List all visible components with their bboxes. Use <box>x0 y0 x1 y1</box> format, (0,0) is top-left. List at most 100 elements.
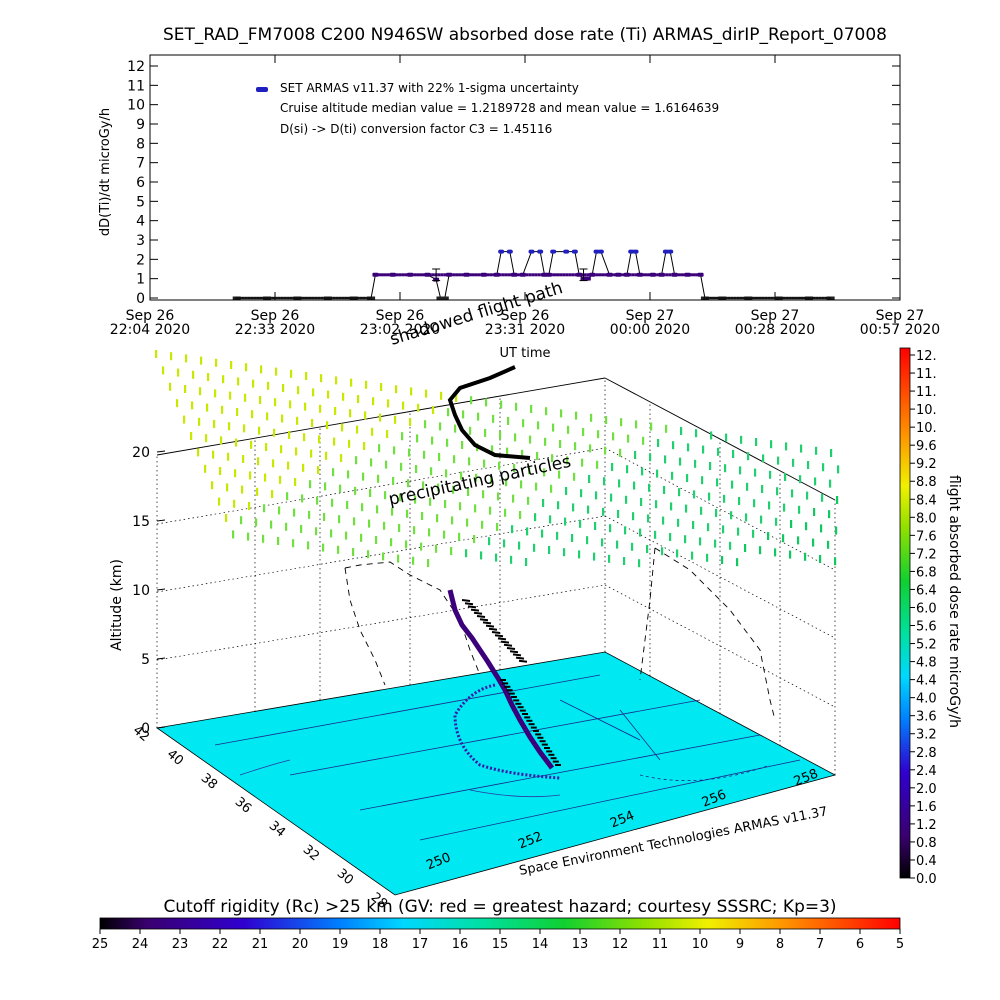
particle-marker <box>348 439 351 448</box>
particle-marker <box>520 480 523 489</box>
particle-marker <box>595 491 598 500</box>
box-grid <box>156 378 836 775</box>
bottom-colorbar-ticks: 25 24 23 22 21 20 19 18 17 16 15 14 13 12 11 10 9 8 7 6 5 <box>92 929 904 952</box>
particle-marker <box>251 410 254 419</box>
particle-marker <box>360 533 363 542</box>
particle-marker <box>423 450 426 459</box>
particle-marker <box>566 456 569 465</box>
particle-marker <box>219 467 222 475</box>
flight-trace-tick <box>479 618 489 622</box>
particle-marker <box>533 543 536 552</box>
particle-marker <box>241 485 244 494</box>
bottom-tick-label: 15 <box>492 937 509 952</box>
dose-point-dense-zero <box>286 296 290 300</box>
particle-marker <box>739 466 742 475</box>
dose-point-dense-zero <box>794 296 798 300</box>
particle-marker <box>498 461 501 470</box>
particle-marker <box>746 482 749 491</box>
flight-trace-tick <box>473 611 483 615</box>
particle-marker <box>256 487 259 496</box>
particle-marker <box>485 398 488 407</box>
particle-marker <box>327 390 330 399</box>
particle-marker <box>687 443 690 452</box>
particle-marker <box>226 483 229 492</box>
particle-marker <box>755 438 758 446</box>
particle-marker <box>579 519 582 528</box>
particle-marker <box>466 518 469 527</box>
x-tick-label-time: 23:31 2020 <box>485 322 565 338</box>
particle-marker <box>784 473 787 481</box>
lat-tick-label: 40 <box>164 747 186 769</box>
dose-point-dense <box>492 273 496 277</box>
dose-point-dense <box>671 273 675 277</box>
particle-marker <box>350 378 353 387</box>
dose-point-dense-zero <box>262 296 266 300</box>
particle-marker <box>588 475 591 483</box>
particle-marker <box>635 420 638 429</box>
right-tick-label: 11. <box>916 385 937 400</box>
particle-marker <box>512 494 515 503</box>
particle-marker <box>747 452 750 461</box>
z-tick-label: 15 <box>132 514 150 530</box>
x-tick-label-date: Sep 26 <box>251 308 300 324</box>
particle-marker <box>380 383 383 391</box>
particle-marker <box>507 417 510 425</box>
dose-point-dense <box>422 273 426 277</box>
dose-point-dense-zero <box>733 296 737 300</box>
particle-marker <box>205 434 208 443</box>
particle-marker <box>236 408 239 416</box>
particle-marker <box>744 544 747 552</box>
particle-marker <box>183 415 186 424</box>
particle-marker <box>518 541 521 550</box>
particle-marker <box>535 482 538 491</box>
dose-point-dense <box>498 273 502 277</box>
particle-marker <box>260 365 263 374</box>
dose-point-dense-zero <box>268 296 272 300</box>
dose-point-high <box>528 249 535 254</box>
particle-marker <box>768 501 771 510</box>
particle-marker <box>662 516 665 525</box>
particle-marker <box>454 424 457 433</box>
particle-marker <box>337 545 340 554</box>
particle-marker <box>184 385 187 393</box>
flight-trace-tick <box>509 650 519 654</box>
particle-marker <box>835 526 838 535</box>
right-tick-label: 6.8 <box>916 565 937 580</box>
dose-point-dense <box>653 273 657 277</box>
particle-marker <box>303 433 306 442</box>
particle-marker <box>482 490 485 499</box>
particle-marker <box>700 506 703 515</box>
dose-point-dense <box>650 273 654 277</box>
dose-point-dense-zero <box>338 296 342 300</box>
y-tick-label: 9 <box>136 117 145 133</box>
z-tick-mark <box>156 657 166 660</box>
particle-marker <box>774 548 777 557</box>
particle-marker <box>285 522 288 531</box>
dose-point-dense <box>692 273 696 277</box>
particle-marker <box>514 433 517 442</box>
dose-point-dense-zero <box>289 296 293 300</box>
dose-point-dense <box>528 273 532 277</box>
lat-tick-label: 30 <box>334 866 356 888</box>
dose-point-dense-zero <box>800 296 804 300</box>
particle-marker <box>725 433 728 442</box>
particle-marker <box>310 449 313 458</box>
bottom-colorbar-label: Cutoff rigidity (Rc) >25 km (GV: red = g… <box>163 897 836 917</box>
particle-marker <box>295 447 298 456</box>
particle-marker <box>608 554 611 563</box>
dose-point-dense <box>468 273 472 277</box>
dose-point-high <box>662 249 669 254</box>
dose-point-dense <box>680 273 684 277</box>
particle-marker <box>214 389 217 398</box>
dose-point-dense-zero <box>356 296 360 300</box>
dose-point-dense-zero <box>782 296 786 300</box>
particle-marker <box>245 363 248 372</box>
bottom-tick-label: 13 <box>572 937 589 952</box>
bottom-tick-label: 16 <box>452 937 469 952</box>
dose-point-dense <box>449 273 453 277</box>
flight-trace-tick <box>512 653 522 657</box>
particle-marker <box>191 401 194 410</box>
dose-point-dense-zero <box>736 296 740 300</box>
y-tick-label: 5 <box>136 194 145 210</box>
particle-marker <box>740 435 743 444</box>
